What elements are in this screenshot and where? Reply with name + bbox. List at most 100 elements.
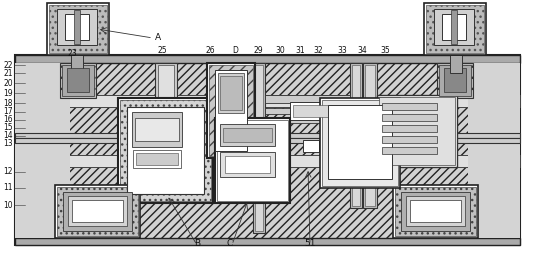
Bar [67, 68, 89, 92]
Bar [365, 65, 375, 206]
Bar [57, 187, 138, 236]
Bar [220, 124, 275, 146]
Text: 12: 12 [4, 167, 13, 176]
Bar [382, 103, 437, 110]
Text: 19: 19 [3, 88, 13, 98]
Bar [223, 128, 272, 142]
Bar [444, 68, 466, 92]
Bar [118, 98, 213, 203]
Bar [255, 65, 263, 231]
Bar [57, 9, 97, 45]
Bar [218, 73, 244, 113]
Text: 10: 10 [3, 200, 13, 209]
Bar [382, 136, 437, 143]
Bar [439, 65, 471, 96]
Text: A: A [155, 34, 161, 43]
Bar [265, 108, 340, 114]
Bar [15, 63, 70, 238]
Bar [47, 3, 109, 55]
Bar [158, 65, 174, 151]
Bar [127, 107, 204, 194]
Bar [320, 98, 400, 188]
Bar [72, 200, 123, 222]
Text: C: C [227, 239, 233, 248]
Text: 15: 15 [3, 124, 13, 133]
Text: 18: 18 [4, 99, 13, 108]
Text: 30: 30 [275, 46, 285, 55]
Bar [328, 105, 392, 179]
Bar [382, 114, 437, 121]
Bar [215, 118, 290, 203]
Text: 34: 34 [357, 46, 367, 55]
Bar [15, 238, 520, 245]
Bar [62, 65, 94, 96]
Text: 25: 25 [157, 46, 167, 55]
Bar [65, 14, 89, 40]
Bar [209, 65, 253, 156]
Bar [382, 147, 437, 154]
Bar [136, 153, 178, 165]
Bar [401, 192, 470, 231]
Bar [15, 155, 520, 167]
Bar [15, 55, 520, 245]
Bar [215, 70, 247, 151]
Bar [55, 185, 140, 238]
Bar [225, 156, 270, 173]
Bar [382, 125, 437, 132]
Bar [71, 55, 83, 73]
Text: 14: 14 [3, 132, 13, 141]
Bar [155, 63, 177, 153]
Bar [68, 196, 127, 226]
Bar [15, 55, 520, 63]
Bar [253, 63, 265, 233]
Text: 33: 33 [337, 46, 347, 55]
Bar [133, 150, 181, 168]
Text: D: D [232, 46, 238, 55]
Text: 29: 29 [253, 46, 263, 55]
Bar [49, 5, 107, 53]
Text: 32: 32 [313, 46, 323, 55]
Bar [15, 138, 520, 143]
Bar [207, 63, 255, 158]
Bar [406, 196, 465, 226]
Bar [442, 14, 466, 40]
Bar [450, 55, 462, 73]
Bar [132, 112, 182, 147]
Bar [220, 152, 275, 177]
Bar [352, 65, 360, 206]
Bar [60, 63, 96, 98]
Bar [74, 10, 80, 44]
Bar [220, 76, 242, 110]
Bar [350, 63, 362, 208]
Bar [15, 133, 520, 138]
Text: 13: 13 [3, 139, 13, 148]
Bar [451, 10, 457, 44]
Bar [395, 187, 476, 236]
Bar [265, 118, 330, 123]
Text: 21: 21 [4, 69, 13, 77]
Bar [135, 118, 179, 141]
Bar [379, 97, 455, 165]
Text: 16: 16 [3, 116, 13, 125]
Bar [393, 185, 478, 238]
Bar [290, 102, 342, 120]
Bar [217, 120, 288, 201]
Bar [377, 95, 457, 167]
Text: 23: 23 [68, 49, 77, 58]
Bar [437, 63, 473, 98]
Text: 22: 22 [4, 60, 13, 69]
Bar [63, 192, 132, 231]
Bar [303, 140, 319, 152]
Bar [363, 63, 377, 208]
Bar [293, 105, 339, 117]
Bar [410, 200, 461, 222]
Text: 17: 17 [3, 108, 13, 117]
Text: 31: 31 [295, 46, 305, 55]
Bar [322, 100, 398, 186]
Bar [265, 95, 350, 103]
Bar [120, 100, 211, 201]
Text: 26: 26 [205, 46, 215, 55]
Bar [468, 63, 520, 238]
Bar [426, 5, 484, 53]
Text: 20: 20 [3, 78, 13, 87]
